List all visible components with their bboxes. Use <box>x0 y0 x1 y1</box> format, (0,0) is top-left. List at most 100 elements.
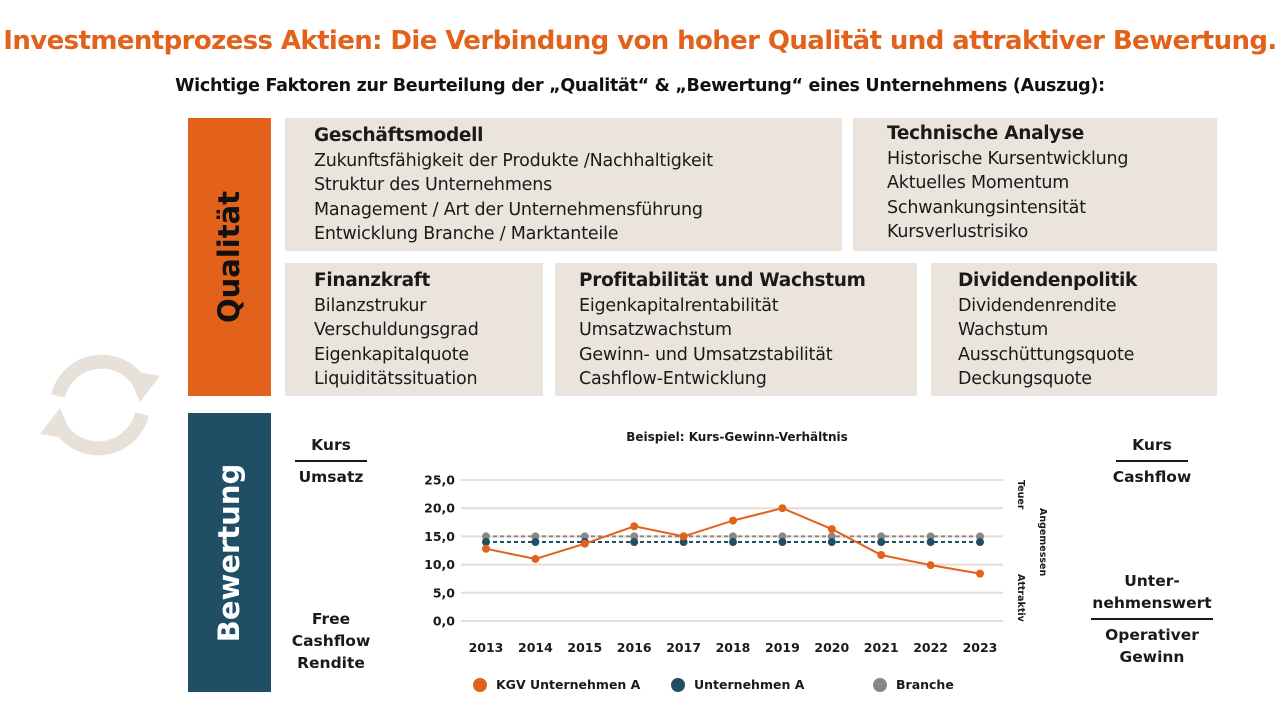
data-point <box>778 532 787 541</box>
page-subtitle: Wichtige Faktoren zur Beurteilung der „Q… <box>175 76 1105 96</box>
box-dividendenpolitik: Dividendenpolitik Dividendenrendite Wach… <box>931 263 1217 396</box>
fraction-denominator: Gewinn <box>1119 648 1185 666</box>
data-point <box>778 504 787 513</box>
data-point <box>482 538 490 547</box>
fraction-line <box>295 460 367 462</box>
x-tick-label: 2020 <box>814 640 849 655</box>
box-item: Dividendenrendite <box>958 296 1117 316</box>
x-tick-label: 2019 <box>765 640 800 655</box>
fraction-numerator: Kurs <box>311 436 351 454</box>
box-geschaeftsmodell: Geschäftsmodell Zukunftsfähigkeit der Pr… <box>285 118 842 251</box>
data-point <box>729 516 737 525</box>
box-technische-analyse: Technische Analyse Historische Kursentwi… <box>853 118 1217 251</box>
data-point <box>580 532 589 541</box>
page-title: Investmentprozess Aktien: Die Verbindung… <box>3 26 1277 56</box>
fraction-line <box>1116 460 1188 462</box>
box-item: Gewinn- und Umsatzstabilität <box>579 344 833 365</box>
x-tick-label: 2015 <box>567 640 602 655</box>
box-item: Aktuelles Momentum <box>887 173 1070 194</box>
circular-arrows-icon <box>40 354 160 456</box>
fraction-denominator: Umsatz <box>298 468 364 486</box>
y-tick-label: 10,0 <box>424 557 455 572</box>
quality-band: Qualität <box>188 118 271 396</box>
valuation-label: Bewertung <box>212 463 247 642</box>
y-tick-label: 25,0 <box>424 473 455 488</box>
fraction-numerator: Kurs <box>1132 436 1172 454</box>
data-point <box>482 532 490 541</box>
box-item: Wachstum <box>958 320 1049 341</box>
data-point <box>679 532 688 541</box>
box-item: Kursverlustrisiko <box>887 221 1029 242</box>
series-line <box>485 507 981 575</box>
x-tick-label: 2013 <box>469 640 504 655</box>
box-item: Struktur des Unternehmens <box>314 175 553 196</box>
data-point <box>630 532 639 541</box>
legend-label: KGV Unternehmen A <box>496 677 641 692</box>
chart-title: Beispiel: Kurs-Gewinn-Verhältnis <box>626 430 848 444</box>
fraction-numerator: Unter- <box>1124 572 1180 590</box>
box-item: Verschuldungsgrad <box>314 320 479 341</box>
data-point <box>729 532 737 541</box>
metric-kurs-cashflow: Kurs Cashflow <box>1112 436 1192 486</box>
data-point <box>827 525 836 534</box>
metric-line: Rendite <box>297 654 365 672</box>
box-item: Eigenkapitalrentabilität <box>579 296 779 316</box>
y-tick-label: 15,0 <box>424 529 455 544</box>
data-point <box>926 538 935 547</box>
metric-kurs-umsatz: Kurs Umsatz <box>294 436 368 486</box>
data-point <box>976 538 984 547</box>
data-point <box>580 538 589 547</box>
data-point <box>630 538 639 547</box>
box-item: Umsatzwachstum <box>579 320 732 341</box>
x-tick-label: 2021 <box>864 640 899 655</box>
data-point <box>877 538 886 547</box>
data-point <box>976 532 984 541</box>
data-point <box>531 554 540 563</box>
legend-marker <box>473 678 487 692</box>
box-profitabilitaet: Profitabilität und Wachstum Eigenkapital… <box>555 263 917 396</box>
x-tick-label: 2023 <box>963 640 998 655</box>
side-label: Teuer <box>1015 480 1026 510</box>
box-item: Zukunftsfähigkeit der Produkte /Nachhalt… <box>314 151 713 171</box>
box-item: Entwicklung Branche / Marktanteile <box>314 223 619 244</box>
box-item: Cashflow-Entwicklung <box>579 368 767 389</box>
y-tick-label: 20,0 <box>424 501 455 516</box>
metric-line: Free <box>311 610 351 628</box>
legend-marker <box>873 678 887 692</box>
x-tick-label: 2017 <box>666 640 701 655</box>
y-tick-label: 5,0 <box>433 585 455 600</box>
data-point <box>729 538 737 547</box>
box-item: Management / Art der Unternehmensführung <box>314 199 703 220</box>
data-point <box>679 538 688 547</box>
legend-label: Branche <box>896 677 954 692</box>
box-item: Deckungsquote <box>958 368 1092 389</box>
side-label: Angemessen <box>1037 508 1048 576</box>
data-point <box>531 532 540 541</box>
metric-fcf-rendite: Free Cashflow Rendite <box>286 608 376 674</box>
data-point <box>531 538 540 547</box>
box-heading: Finanzkraft <box>314 270 431 291</box>
metric-ev-gewinn: Unter- nehmenswert Operativer Gewinn <box>1090 570 1214 668</box>
fraction-numerator: nehmenswert <box>1092 594 1212 612</box>
legend-marker <box>671 678 685 692</box>
metric-line: Cashflow <box>291 632 371 650</box>
fraction-denominator: Cashflow <box>1112 468 1192 486</box>
data-point <box>630 522 639 531</box>
box-item: Eigenkapitalquote <box>314 344 469 365</box>
legend-label: Unternehmen A <box>694 677 805 692</box>
quality-label: Qualität <box>212 190 247 324</box>
box-heading: Profitabilität und Wachstum <box>579 270 866 291</box>
x-tick-label: 2018 <box>716 640 751 655</box>
x-tick-label: 2022 <box>913 640 948 655</box>
box-item: Ausschüttungsquote <box>958 344 1135 365</box>
box-item: Historische Kursentwicklung <box>887 149 1129 169</box>
data-point <box>482 544 490 553</box>
box-finanzkraft: Finanzkraft Bilanzstrukur Verschuldungsg… <box>285 263 543 396</box>
data-point <box>827 532 836 541</box>
fraction-denominator: Operativer <box>1105 626 1199 644</box>
x-tick-label: 2014 <box>518 640 553 655</box>
data-point <box>877 532 886 541</box>
valuation-band: Bewertung <box>188 413 271 692</box>
side-label: Attraktiv <box>1015 574 1026 623</box>
data-point <box>778 538 787 547</box>
